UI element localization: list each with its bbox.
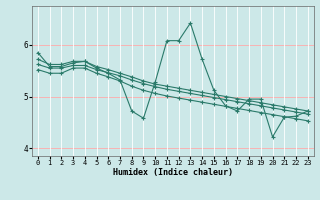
X-axis label: Humidex (Indice chaleur): Humidex (Indice chaleur) [113,168,233,177]
